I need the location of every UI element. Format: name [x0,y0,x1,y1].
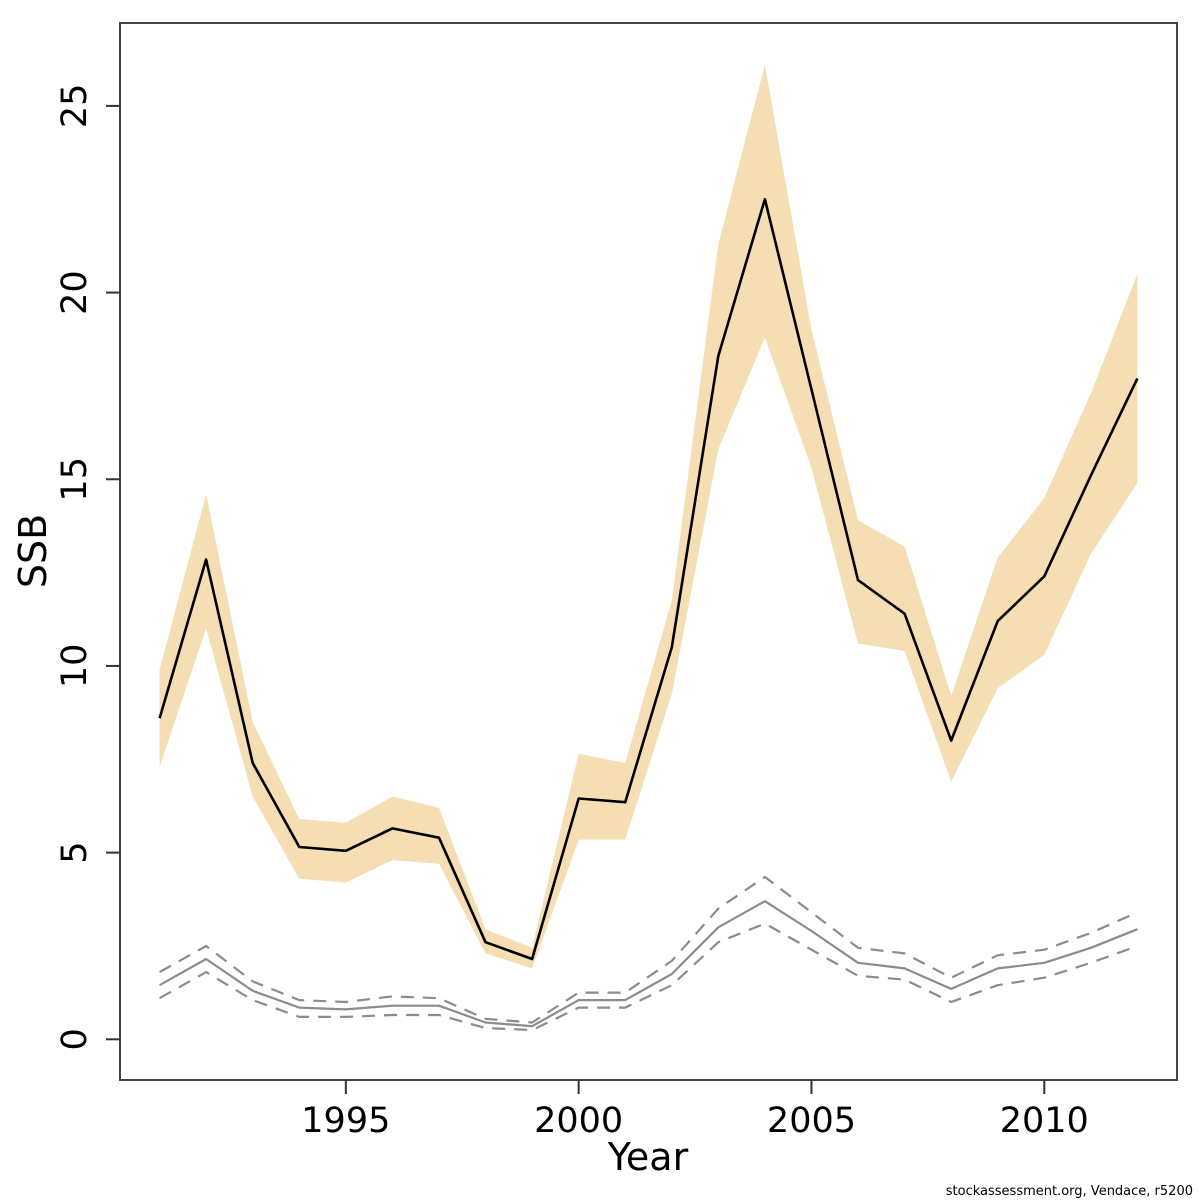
ssb-estimate-confidence-band [159,64,1138,969]
x-tick-label: 2000 [534,1101,623,1141]
y-tick-label: 20 [55,270,95,315]
secondary-estimate-line [159,900,1138,1028]
x-tick-label: 1995 [301,1101,390,1141]
y-tick-label: 5 [55,841,95,863]
axis-layer: 1995 2000 2005 2010 0 5 10 15 20 25 [55,22,1178,1141]
secondary-estimate-upper-dashed-line [159,875,1138,1024]
y-tick-label: 25 [55,84,95,129]
y-tick-label: 15 [55,457,95,502]
confidence-band-layer [159,64,1138,969]
y-tick-label: 0 [55,1028,95,1050]
axis-label-layer: SSB Year stockassessment.org, Vendace, r… [11,514,1193,1199]
y-tick-label: 10 [55,644,95,689]
series-line-layer [158,197,1139,1032]
secondary-estimate-lower-dashed-line [159,922,1138,1032]
y-axis-title: SSB [11,514,55,588]
x-tick-label: 2010 [1000,1101,1089,1141]
footer-credit: stockassessment.org, Vendace, r5200 [946,1184,1193,1199]
x-axis-title: Year [607,1135,689,1179]
x-tick-label: 2005 [767,1101,856,1141]
ssb-estimate-line [158,197,1139,961]
plot-box [119,22,1178,1081]
